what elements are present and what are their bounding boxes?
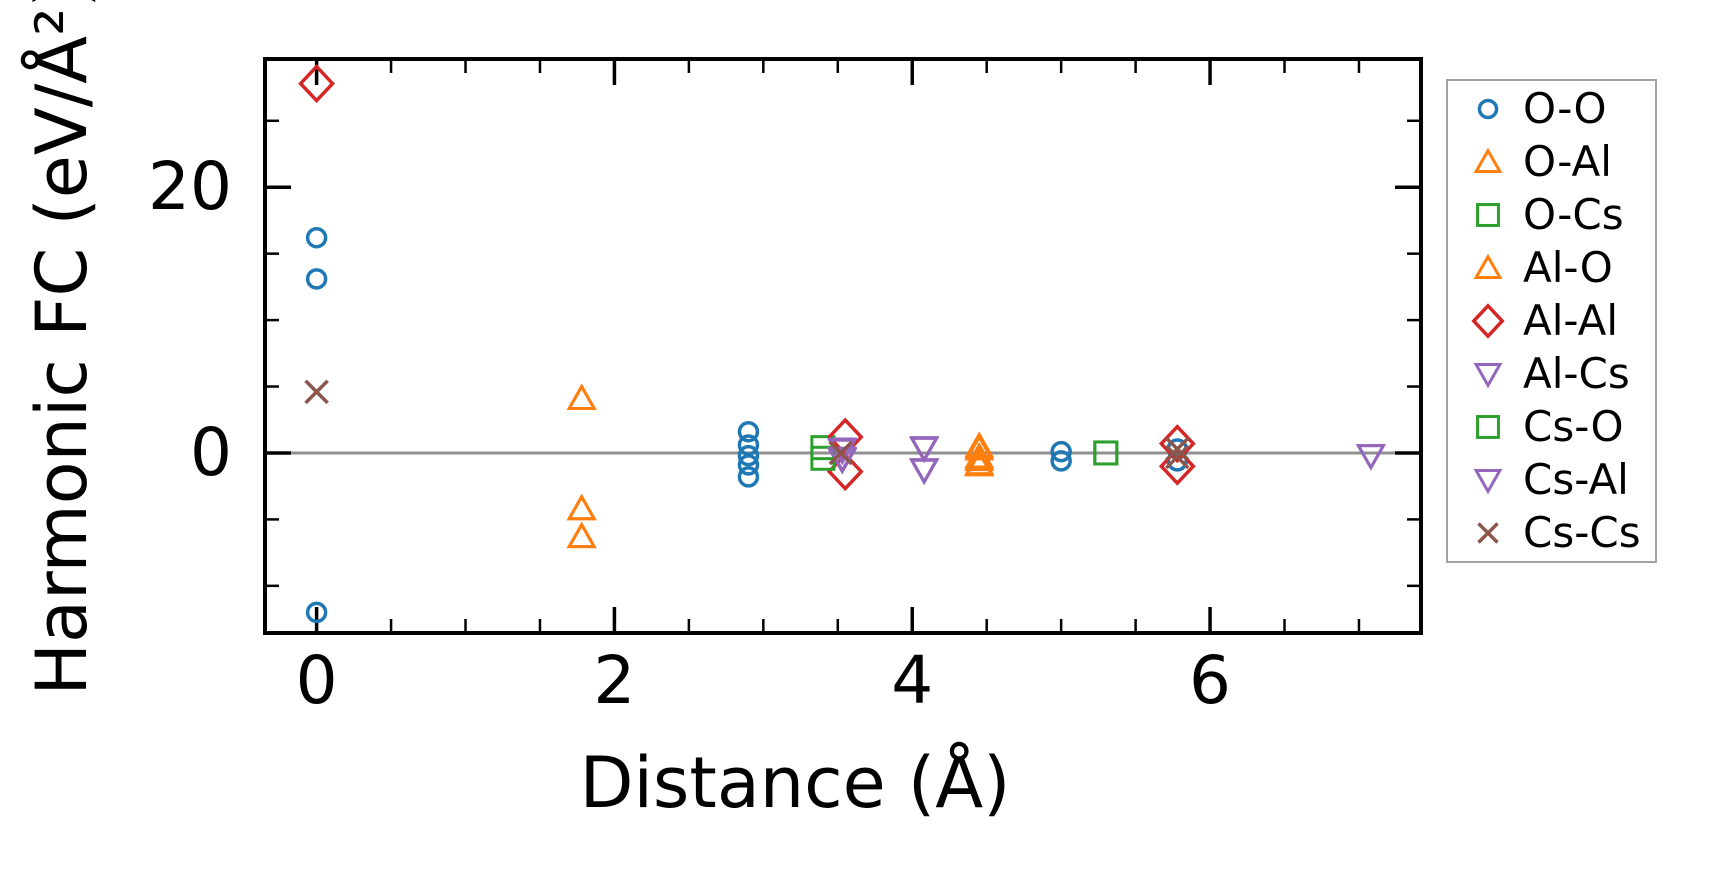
data-point-x <box>304 379 329 405</box>
legend-marker <box>1477 98 1499 120</box>
legend-label: O-O <box>1523 84 1607 133</box>
data-point-x <box>1165 444 1190 470</box>
triangle-up-legend-icon <box>1473 253 1503 279</box>
triangle-up-legend-icon <box>1473 147 1503 173</box>
data-point-triangle-down <box>1355 444 1386 471</box>
data-point-circle <box>1050 440 1072 463</box>
data-point-triangle-down <box>909 436 940 464</box>
data-point-circle <box>305 226 328 249</box>
legend: O-O O-Al O-Cs Al-O Al-Al Al-Cs Cs-O Cs-Al Cs-Cs <box>1446 79 1657 563</box>
data-point-circle <box>737 466 760 488</box>
diamond-legend-icon <box>1471 303 1505 339</box>
legend-item-cs-o: Cs-O <box>1466 401 1655 454</box>
data-point-circle <box>305 268 328 290</box>
legend-item-cs-cs: Cs-Cs <box>1466 507 1655 560</box>
legend-label: Al-O <box>1523 243 1613 292</box>
legend-label: Cs-Al <box>1523 455 1629 504</box>
data-point-triangle-down <box>827 438 858 466</box>
plot-canvas <box>263 57 1423 635</box>
data-point-square <box>1093 440 1119 466</box>
triangle-down-legend-icon <box>1473 363 1503 389</box>
legend-label: Cs-Cs <box>1523 508 1641 557</box>
data-point-x <box>1165 436 1190 462</box>
legend-item-al-cs: Al-Cs <box>1466 348 1655 401</box>
legend-marker <box>1476 415 1500 439</box>
legend-marker <box>1477 522 1499 544</box>
legend-label: Cs-O <box>1523 402 1624 451</box>
data-point-circle <box>737 434 760 456</box>
legend-label: O-Al <box>1523 137 1612 186</box>
x-tick-label: 0 <box>295 642 338 719</box>
x-axis-label: Distance (Å) <box>579 742 1011 824</box>
x-tick-label: 6 <box>1189 642 1232 719</box>
plot-border <box>263 57 1423 635</box>
data-point-triangle-down <box>909 458 940 485</box>
data-point-triangle-up <box>964 444 995 472</box>
data-point-diamond <box>298 64 336 104</box>
legend-marker <box>1476 203 1500 227</box>
data-point-triangle-up <box>566 521 597 549</box>
legend-item-o-cs: O-Cs <box>1466 189 1655 242</box>
legend-item-al-al: Al-Al <box>1466 295 1655 348</box>
data-point-triangle-up <box>566 493 597 521</box>
data-point-triangle-up <box>566 521 597 549</box>
legend-item-o-al: O-Al <box>1466 136 1655 189</box>
legend-marker <box>1473 469 1503 495</box>
circle-legend-icon <box>1477 98 1499 120</box>
legend-label: Al-Al <box>1523 296 1619 345</box>
legend-label: O-Cs <box>1523 190 1624 239</box>
data-point-circle <box>305 601 328 624</box>
plot-area <box>263 57 1423 635</box>
data-point-triangle-up <box>566 383 597 410</box>
legend-item-cs-al: Cs-Al <box>1466 454 1655 507</box>
legend-marker <box>1473 147 1503 173</box>
data-point-triangle-down <box>909 436 940 463</box>
data-point-triangle-up <box>964 433 995 461</box>
data-point-triangle-up <box>964 449 995 477</box>
data-point-diamond <box>1158 446 1196 486</box>
data-point-circle <box>1050 450 1072 472</box>
triangle-down-legend-icon <box>1473 469 1503 495</box>
legend-marker <box>1471 303 1505 339</box>
square-legend-icon <box>1476 203 1500 227</box>
x-tick-label: 2 <box>593 642 636 719</box>
legend-item-al-o: Al-O <box>1466 242 1655 295</box>
square-legend-icon <box>1476 415 1500 439</box>
data-point-triangle-up <box>566 383 597 410</box>
y-tick-label: 20 <box>148 148 232 226</box>
y-tick-label: 0 <box>190 413 232 491</box>
data-point-triangle-up <box>566 493 597 521</box>
x-legend-icon <box>1477 522 1499 544</box>
legend-label: Al-Cs <box>1523 349 1630 398</box>
data-point-circle <box>737 444 760 467</box>
data-point-x <box>828 440 854 466</box>
data-point-circle <box>737 454 760 476</box>
x-tick-label: 4 <box>891 642 934 719</box>
y-axis-label: Harmonic FC (eV/Å²) <box>21 0 103 696</box>
legend-marker <box>1473 363 1503 389</box>
data-point-circle <box>737 420 760 443</box>
legend-item-o-o: O-O <box>1466 83 1655 136</box>
data-point-triangle-down <box>1355 444 1386 471</box>
legend-marker <box>1473 253 1503 279</box>
